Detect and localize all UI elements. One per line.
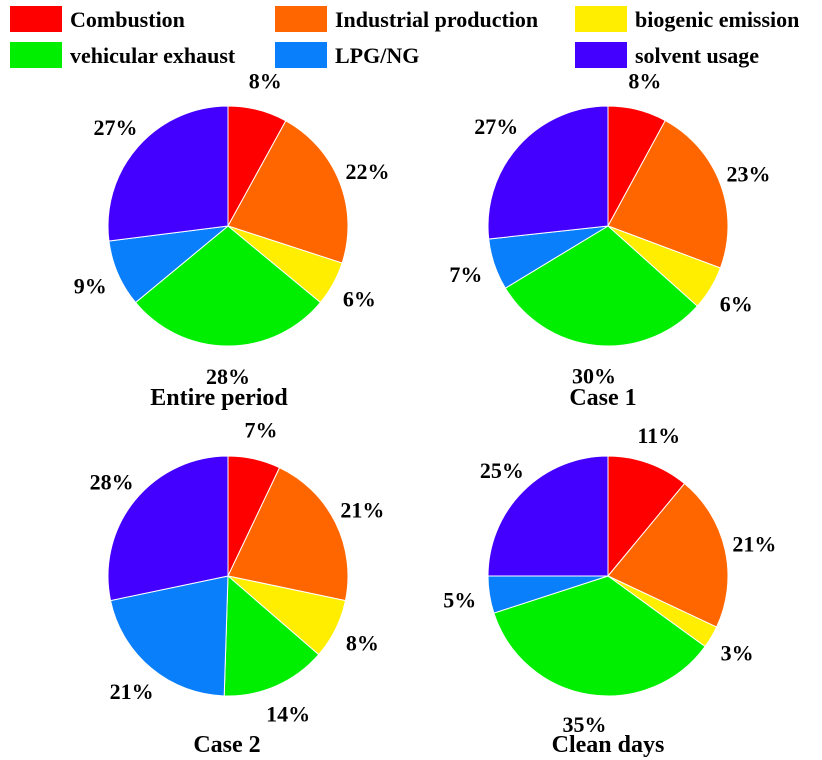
slice-vehicular-exhaust — [223, 574, 320, 697]
pie-clean-days: 11% 21% 3% 35% 5% 25% Clean days — [443, 423, 776, 758]
legend-label-vehicular-exhaust: vehicular exhaust — [70, 43, 236, 68]
slice-label-industrial-production: 21% — [340, 497, 384, 522]
chart-title: Case 2 — [193, 732, 260, 758]
slice-label-vehicular-exhaust: 28% — [206, 364, 250, 389]
slice-label-vehicular-exhaust: 14% — [266, 701, 310, 726]
slice-vehicular-exhaust — [504, 225, 699, 347]
slice-industrial-production — [607, 119, 729, 269]
slice-label-biogenic-emission: 6% — [343, 286, 376, 311]
slice-industrial-production — [227, 120, 349, 264]
slice-label-solvent-usage: 27% — [474, 114, 518, 139]
slice-label-solvent-usage: 27% — [94, 115, 138, 140]
slice-label-biogenic-emission: 3% — [721, 640, 754, 665]
slice-lpg-ng — [109, 575, 229, 697]
legend-swatch-combustion — [10, 6, 62, 32]
slice-label-combustion: 8% — [628, 69, 661, 94]
slice-label-biogenic-emission: 6% — [720, 292, 753, 317]
legend-label-solvent-usage: solvent usage — [635, 43, 759, 68]
slice-solvent-usage — [487, 455, 609, 577]
legend-swatch-biogenic-emission — [575, 6, 627, 32]
slice-label-lpg-ng: 9% — [74, 274, 107, 299]
slice-label-lpg-ng: 21% — [110, 679, 154, 704]
legend-swatch-vehicular-exhaust — [10, 42, 62, 68]
pie-entire-period: 8% 22% 6% 28% 9% 27% Entire period — [74, 69, 390, 411]
legend: Combustion Industrial production biogenic … — [10, 6, 799, 68]
slice-label-biogenic-emission: 8% — [346, 631, 379, 656]
pie-case-2: 7% 21% 8% 14% 21% 28% Case 2 — [90, 418, 385, 758]
slice-label-industrial-production: 22% — [346, 159, 390, 184]
slice-solvent-usage — [107, 105, 229, 242]
slice-label-industrial-production: 23% — [727, 162, 771, 187]
chart-title: Entire period — [150, 385, 288, 411]
slice-label-vehicular-exhaust: 30% — [572, 363, 616, 388]
slice-label-industrial-production: 21% — [732, 531, 776, 556]
legend-label-biogenic-emission: biogenic emission — [635, 7, 799, 32]
slice-vehicular-exhaust — [493, 575, 706, 697]
slice-label-vehicular-exhaust: 35% — [563, 712, 607, 737]
chart-title: Clean days — [552, 732, 665, 758]
chart-title: Case 1 — [569, 385, 636, 411]
slice-solvent-usage — [107, 455, 229, 602]
slice-label-lpg-ng: 7% — [449, 262, 482, 287]
slice-label-combustion: 8% — [249, 69, 282, 94]
legend-label-industrial-production: Industrial production — [335, 7, 538, 32]
slice-label-combustion: 7% — [245, 418, 278, 443]
slice-industrial-production — [227, 466, 349, 602]
slice-label-combustion: 11% — [637, 423, 680, 448]
slice-label-lpg-ng: 5% — [443, 588, 476, 613]
pie-charts: 8% 22% 6% 28% 9% 27% Entire period 8% 23% 6% 30% 7%… — [74, 69, 777, 758]
legend-swatch-solvent-usage — [575, 42, 627, 68]
slice-label-solvent-usage: 25% — [480, 458, 524, 483]
legend-label-combustion: Combustion — [70, 7, 185, 32]
legend-label-lpg-ng: LPG/NG — [335, 43, 419, 68]
slice-industrial-production — [607, 482, 729, 628]
slice-combustion — [607, 455, 686, 578]
slice-label-solvent-usage: 28% — [90, 469, 134, 494]
pie-case-1: 8% 23% 6% 30% 7% 27% Case 1 — [449, 69, 770, 411]
slice-vehicular-exhaust — [134, 225, 322, 347]
slice-solvent-usage — [487, 105, 609, 240]
legend-swatch-industrial-production — [275, 6, 327, 32]
legend-swatch-lpg-ng — [275, 42, 327, 68]
